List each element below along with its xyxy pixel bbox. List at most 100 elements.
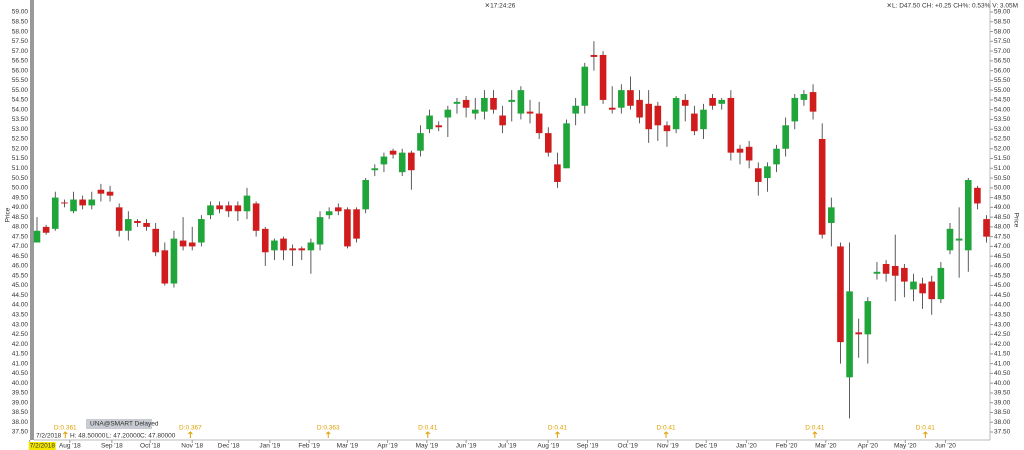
- y-tick-label-right: 50.00: [994, 185, 1011, 192]
- candle-body: [106, 191, 114, 196]
- candle-body: [207, 205, 214, 216]
- y-tick-label: 58.00: [12, 28, 29, 35]
- x-tick-label: Jan '19: [259, 443, 280, 450]
- candle-body: [517, 90, 525, 114]
- candle-body: [51, 197, 59, 229]
- x-tick-label: May '20: [894, 443, 917, 450]
- candle-body: [115, 207, 123, 231]
- y-tick-label-right: 41.00: [994, 360, 1011, 367]
- y-tick-label-right: 50.50: [994, 175, 1011, 182]
- candle-body: [718, 99, 726, 104]
- candle-body: [79, 199, 86, 206]
- dividend-arrow: [663, 431, 669, 438]
- y-tick-label-right: 58.50: [994, 18, 1011, 25]
- candle-body: [307, 242, 315, 251]
- y-tick-label: 44.50: [12, 292, 29, 299]
- dividend-label: D:0.41: [418, 425, 438, 432]
- candle-body: [645, 103, 653, 130]
- y-tick-label-right: 54.50: [994, 97, 1011, 104]
- candle-body: [462, 99, 470, 108]
- y-tick-label: 41.00: [12, 360, 29, 367]
- y-tick-label-right: 45.00: [994, 282, 1011, 289]
- y-tick-label: 52.00: [12, 145, 29, 152]
- y-tick-label-right: 44.00: [994, 302, 1011, 309]
- x-tick-label: Sep '18: [101, 443, 123, 450]
- candle-body: [864, 301, 872, 335]
- y-tick-label-right: 37.50: [994, 429, 1011, 436]
- candle-body: [681, 99, 689, 106]
- dividend-label: D:0.363: [317, 425, 340, 432]
- y-tick-label-right: 55.00: [994, 87, 1011, 94]
- y-tick-label-right: 55.50: [994, 77, 1011, 84]
- dividend-label: D:0.41: [656, 425, 676, 432]
- candle-body: [919, 283, 926, 294]
- candle-body: [389, 150, 397, 155]
- candle-body: [417, 133, 424, 151]
- y-tick-label: 49.50: [12, 194, 29, 201]
- y-tick-label: 59.00: [12, 9, 29, 16]
- info-low: L: 47.20000: [106, 433, 141, 440]
- candle-body: [471, 109, 479, 114]
- candle-body: [764, 166, 771, 179]
- candle-body: [271, 240, 278, 251]
- candle-body: [636, 99, 643, 118]
- symbol[interactable]: UNA@SMART Delayed: [90, 421, 159, 428]
- dividend-label: D:0.367: [179, 425, 202, 432]
- candle-body: [700, 109, 707, 130]
- candle-body: [782, 125, 789, 149]
- candle-body: [855, 332, 862, 335]
- candle-body: [937, 267, 945, 300]
- x-tick-label: Jun '20: [935, 443, 956, 450]
- y-axis-label: Price: [5, 207, 12, 222]
- candle-body: [964, 180, 972, 251]
- dividend-arrow: [922, 431, 928, 438]
- candle-body: [508, 99, 516, 102]
- candle-body: [499, 115, 506, 126]
- y-tick-label-right: 40.00: [994, 380, 1011, 387]
- info-date: 7/2/2018: [36, 433, 62, 440]
- y-tick-label: 38.50: [12, 409, 29, 416]
- candle-body: [627, 90, 634, 106]
- y-tick-label-right: 38.00: [994, 419, 1011, 426]
- y-tick-label-right: 39.00: [994, 399, 1011, 406]
- x-tick-label: Oct '18: [140, 443, 161, 450]
- y-tick-label-right: 54.00: [994, 106, 1011, 113]
- y-tick-label: 56.50: [12, 58, 29, 65]
- candle-body: [800, 94, 808, 100]
- x-tick-label: Apr '20: [858, 443, 879, 450]
- y-tick-label-right: 44.50: [994, 292, 1011, 299]
- candle-body: [170, 238, 178, 284]
- candle-body: [837, 246, 844, 343]
- symbol-tag[interactable]: [86, 419, 152, 429]
- candle-body: [152, 228, 159, 253]
- dividend-label: D:0.361: [54, 425, 77, 432]
- dividend-arrow: [62, 431, 68, 438]
- candle-body: [453, 101, 461, 104]
- candle-body: [974, 187, 981, 204]
- candle-body: [846, 291, 853, 378]
- candle-body: [97, 189, 105, 194]
- candle-body: [362, 180, 369, 210]
- x-tick-label: Nov '18: [181, 443, 203, 450]
- candle-body: [563, 123, 570, 169]
- y-tick-label: 49.00: [12, 204, 29, 211]
- y-tick-label-right: 52.50: [994, 136, 1011, 143]
- y-tick-label-right: 46.00: [994, 263, 1011, 270]
- candle-body: [225, 205, 233, 212]
- candle-body: [818, 138, 826, 235]
- x-tick-label: Apr '19: [377, 443, 398, 450]
- y-axis-label-right: Price: [1012, 213, 1019, 228]
- dividend-label: D:0.41: [916, 425, 936, 432]
- candle-body: [198, 219, 205, 243]
- y-tick-label-right: 57.50: [994, 38, 1011, 45]
- x-tick-label: Aug '18: [59, 443, 81, 450]
- x-tick-label: Oct '19: [618, 443, 639, 450]
- candle-body: [216, 205, 223, 210]
- x-tick-label: Jul '19: [498, 443, 517, 450]
- x-tick-highlight: [28, 442, 56, 450]
- clock: ✕17:24:26: [485, 3, 516, 10]
- dividend-arrow: [812, 431, 818, 438]
- candle-body: [252, 203, 260, 231]
- y-tick-label-right: 53.50: [994, 116, 1011, 123]
